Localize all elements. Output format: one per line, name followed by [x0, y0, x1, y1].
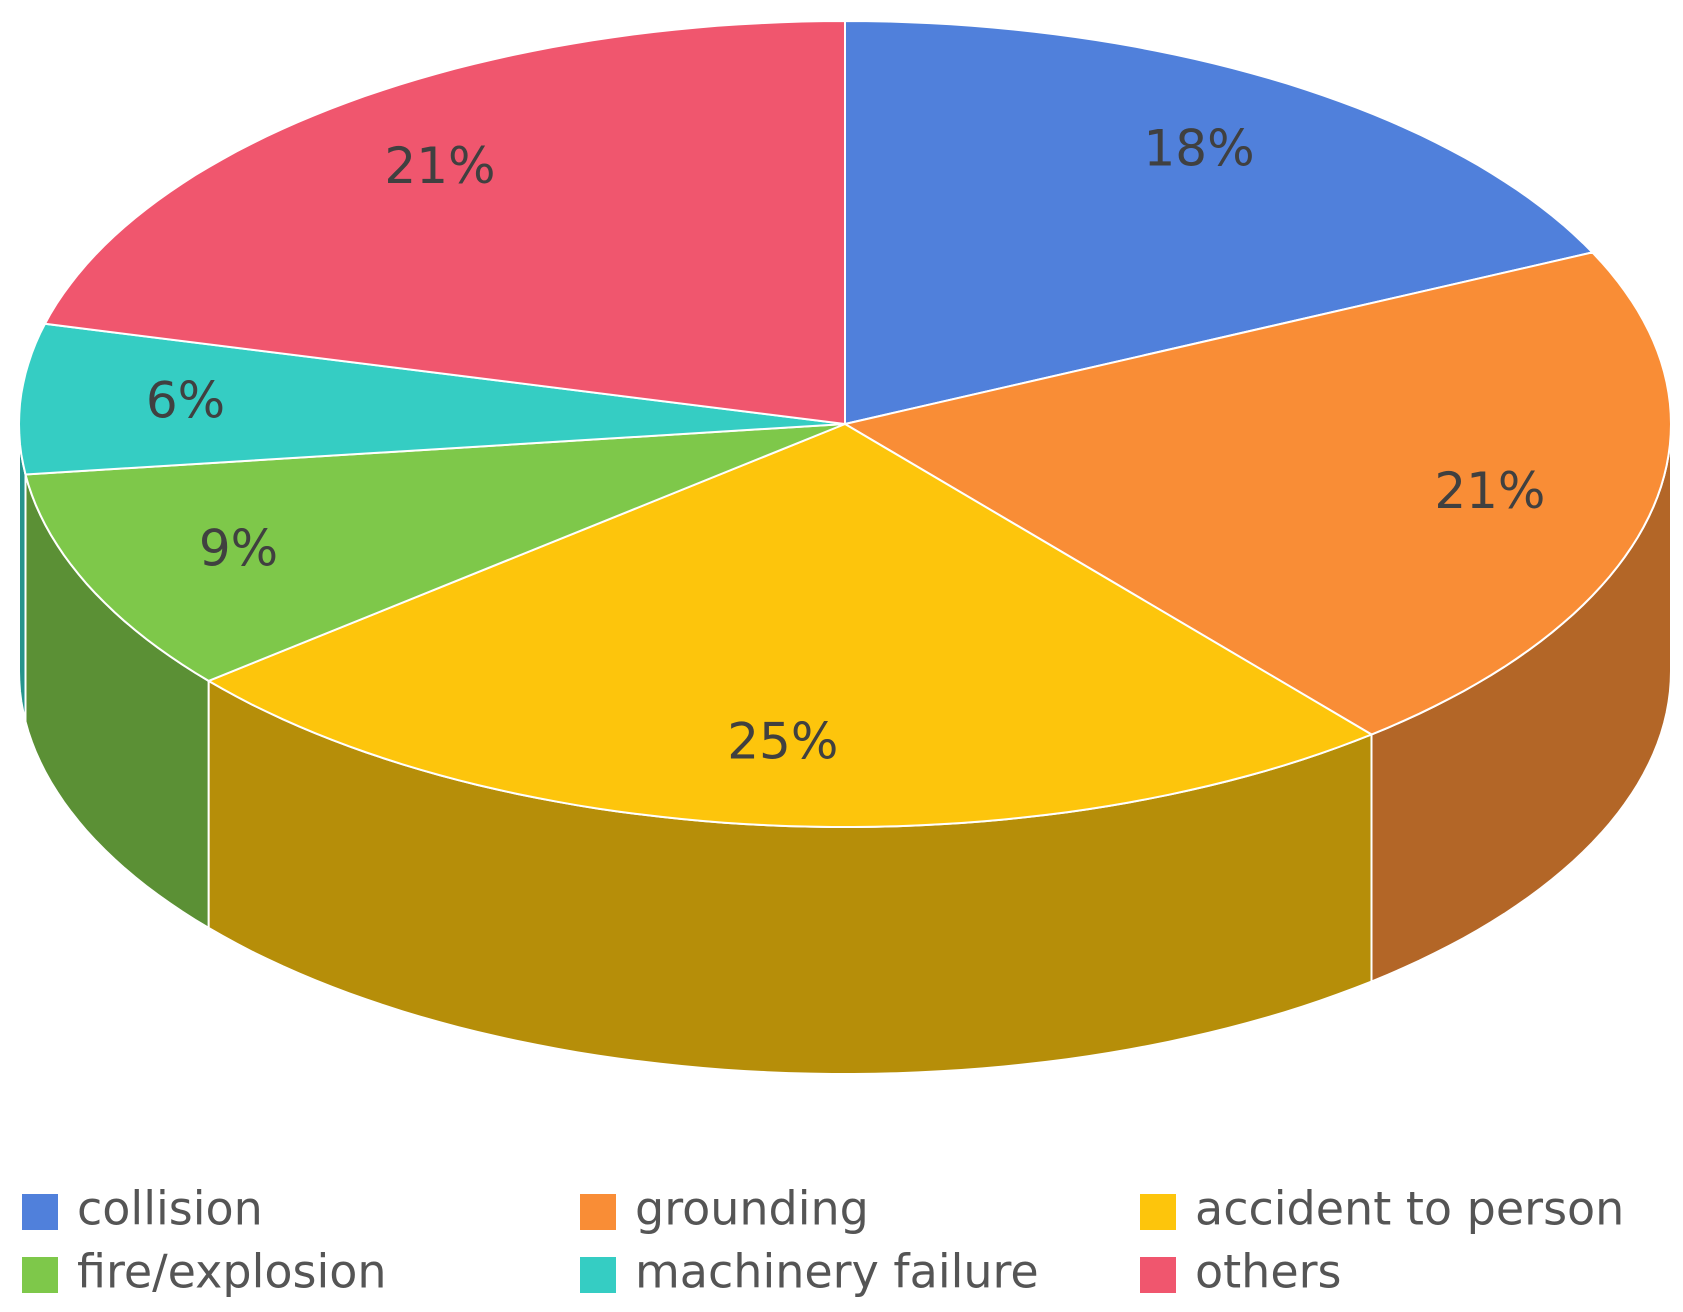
data-label: 21% — [1434, 462, 1545, 520]
legend-swatch — [22, 1257, 58, 1293]
legend-label: grounding — [635, 1182, 869, 1236]
data-label: 6% — [146, 371, 225, 429]
data-label: 9% — [199, 520, 278, 578]
legend-swatch — [22, 1194, 58, 1230]
legend-swatch — [580, 1257, 616, 1293]
legend-swatch — [1140, 1257, 1176, 1293]
legend-label: collision — [77, 1182, 263, 1236]
data-label: 18% — [1144, 119, 1255, 177]
slice — [17, 322, 846, 476]
slice — [206, 422, 1374, 828]
slice — [43, 19, 846, 426]
legend-label: others — [1195, 1245, 1342, 1299]
slice — [842, 251, 1673, 736]
data-label: 21% — [384, 137, 495, 195]
legend-label: fire/explosion — [77, 1245, 387, 1299]
legend-swatch — [1140, 1194, 1176, 1230]
data-label: 25% — [727, 712, 838, 770]
legend-label: accident to person — [1195, 1182, 1624, 1236]
slice — [24, 423, 846, 683]
legend-label: machinery failure — [635, 1245, 1039, 1299]
slice — [844, 19, 1595, 426]
legend-swatch — [580, 1194, 616, 1230]
